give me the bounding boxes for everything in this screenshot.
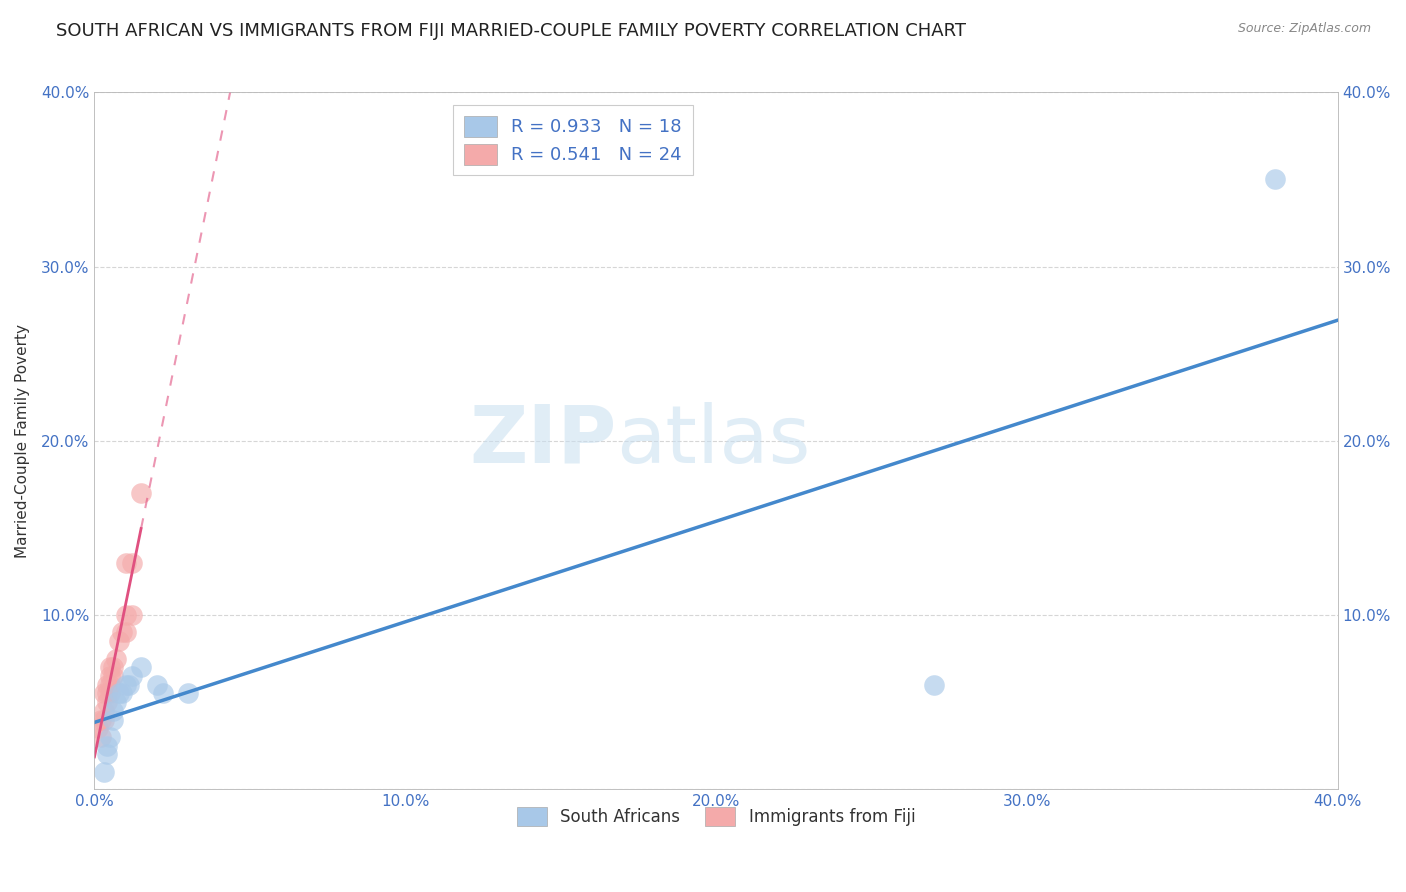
Point: [108, 686, 131, 700]
Point: [114, 678, 136, 692]
Point: [105, 651, 128, 665]
Point: [111, 686, 134, 700]
Point: [108, 634, 131, 648]
Text: ZIP: ZIP: [470, 401, 617, 480]
Point: [93, 713, 115, 727]
Point: [96, 695, 118, 709]
Text: Source: ZipAtlas.com: Source: ZipAtlas.com: [1237, 22, 1371, 36]
Point: [177, 686, 200, 700]
Point: [90, 713, 112, 727]
Point: [114, 607, 136, 622]
Point: [129, 486, 152, 500]
Point: [98, 686, 121, 700]
Point: [118, 678, 141, 692]
Point: [86, 721, 108, 735]
Point: [101, 669, 124, 683]
Point: [93, 686, 115, 700]
Point: [96, 739, 118, 753]
Point: [101, 704, 124, 718]
Point: [121, 669, 143, 683]
Point: [98, 730, 121, 744]
Text: SOUTH AFRICAN VS IMMIGRANTS FROM FIJI MARRIED-COUPLE FAMILY POVERTY CORRELATION : SOUTH AFRICAN VS IMMIGRANTS FROM FIJI MA…: [56, 22, 966, 40]
Point: [96, 747, 118, 762]
Point: [90, 730, 112, 744]
Point: [98, 678, 121, 692]
Point: [96, 678, 118, 692]
Point: [98, 669, 121, 683]
Point: [1264, 172, 1286, 186]
Point: [93, 704, 115, 718]
Y-axis label: Married-Couple Family Poverty: Married-Couple Family Poverty: [15, 324, 30, 558]
Point: [101, 660, 124, 674]
Point: [114, 625, 136, 640]
Point: [121, 607, 143, 622]
Point: [101, 713, 124, 727]
Point: [129, 660, 152, 674]
Point: [145, 678, 167, 692]
Text: atlas: atlas: [617, 401, 811, 480]
Point: [114, 556, 136, 570]
Point: [105, 695, 128, 709]
Point: [121, 556, 143, 570]
Point: [922, 678, 945, 692]
Point: [111, 625, 134, 640]
Point: [93, 764, 115, 779]
Point: [152, 686, 174, 700]
Legend: South Africans, Immigrants from Fiji: South Africans, Immigrants from Fiji: [510, 800, 922, 833]
Point: [96, 686, 118, 700]
Point: [98, 660, 121, 674]
